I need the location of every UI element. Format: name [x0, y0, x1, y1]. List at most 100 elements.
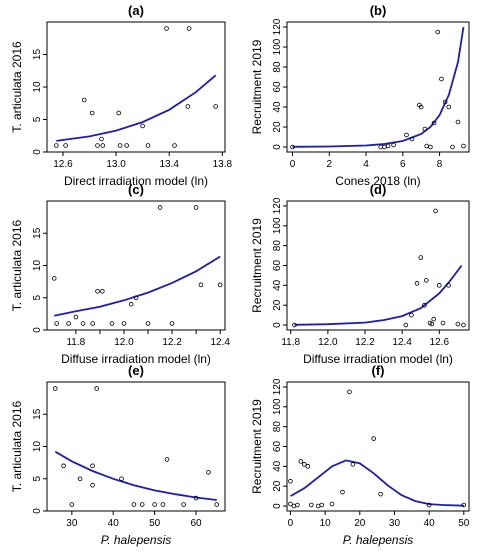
x-tick-label: 30: [389, 518, 401, 529]
panel-e: (e)30 40 50 60051015P. halepensisT. articul…: [10, 363, 225, 547]
x-tick-label: 13.4: [159, 159, 179, 170]
data-point: [165, 27, 169, 31]
data-point: [451, 145, 455, 149]
data-point: [70, 503, 74, 507]
x-axis-label: P. halepensis: [101, 533, 172, 547]
data-point: [425, 144, 429, 148]
x-tick-label: 10: [320, 518, 332, 529]
data-point: [153, 503, 157, 507]
data-point: [199, 283, 203, 287]
data-point: [447, 105, 451, 109]
panel-title: (a): [128, 3, 144, 18]
data-point: [187, 27, 191, 31]
data-point: [140, 503, 144, 507]
data-point: [214, 105, 218, 109]
y-tick-label: 80: [272, 421, 283, 433]
y-tick-label: 0: [272, 144, 283, 150]
data-point: [379, 145, 383, 149]
data-point: [146, 144, 150, 148]
y-axis-label: Recruitment 2019: [250, 39, 264, 134]
fit-line: [54, 257, 220, 316]
x-tick-label: 2: [327, 159, 333, 170]
data-point: [207, 470, 211, 474]
fit-line: [56, 75, 215, 141]
data-point: [100, 137, 104, 141]
data-point: [90, 111, 94, 115]
panel-a: (a)12.6 13.0 13.4 13.8051015Direct irradiat…: [10, 3, 233, 188]
data-point: [53, 387, 57, 391]
fit-line: [293, 27, 464, 147]
plot-frame: [47, 201, 225, 330]
plot-frame: [287, 382, 469, 511]
panel-title: (d): [370, 182, 387, 197]
y-axis-label: Recruitment 2019: [250, 399, 264, 494]
y-axis-label: T. articulata 2016: [10, 400, 24, 492]
data-point: [309, 503, 313, 507]
x-tick-label: 4: [363, 159, 369, 170]
x-tick-label: 50: [458, 518, 470, 529]
y-tick-label: 120: [272, 18, 283, 35]
y-tick-label: 0: [272, 322, 283, 328]
x-tick-label: 8: [437, 159, 443, 170]
y-tick-label: 15: [32, 227, 43, 239]
y-tick-label: 60: [272, 81, 283, 93]
data-point: [91, 322, 95, 326]
data-point: [392, 143, 396, 147]
y-tick-label: 15: [32, 408, 43, 420]
data-point: [434, 209, 438, 213]
y-axis-label: Recruitment 2019: [250, 218, 264, 313]
y-tick-label: 15: [32, 49, 43, 61]
data-point: [441, 321, 445, 325]
x-tick-label: 12.6: [53, 159, 73, 170]
data-point: [410, 313, 414, 317]
panel-d: (d)11.8 12.0 12.2 12.4 12.6020406080100120Di…: [250, 182, 469, 366]
data-point: [341, 490, 345, 494]
x-tick-label: 12.2: [355, 337, 375, 348]
data-point: [320, 503, 324, 507]
x-tick-label: 11.8: [66, 337, 85, 348]
data-point: [215, 503, 219, 507]
x-tick-label: 0: [288, 518, 294, 529]
x-tick-label: 13.0: [106, 159, 126, 170]
data-point: [348, 390, 352, 394]
data-point: [289, 479, 293, 483]
data-point: [91, 483, 95, 487]
data-point: [146, 322, 150, 326]
panel-f: (f) 0 10 20 30 40 50 0 20 40 60 80 100 120 P. halepens…: [250, 363, 470, 547]
data-point: [141, 124, 145, 128]
data-point: [437, 283, 441, 287]
plot-frame: [47, 382, 225, 511]
data-point: [186, 105, 190, 109]
data-point: [74, 315, 78, 319]
panel-b: (b)0 2 4 6 8020406080100120Cones 2018 (ln)Re…: [250, 3, 469, 188]
y-tick-label: 120: [272, 197, 283, 214]
y-tick-label: 40: [272, 460, 283, 472]
y-tick-label: 10: [32, 260, 43, 272]
data-point: [91, 464, 95, 468]
y-tick-label: 20: [272, 121, 283, 133]
data-point: [299, 459, 303, 463]
data-point: [62, 464, 66, 468]
panel-c: (c)11.8 12.0 12.2 12.4051015Diffuse irradia…: [10, 182, 230, 366]
fit-line: [55, 452, 216, 500]
data-point: [182, 503, 186, 507]
data-point: [117, 111, 121, 115]
data-point: [110, 322, 114, 326]
x-tick-label: 13.8: [213, 159, 233, 170]
fit-line: [291, 460, 464, 505]
data-point: [424, 278, 428, 282]
data-point: [462, 323, 466, 327]
x-tick-label: 60: [190, 518, 202, 529]
data-point: [194, 206, 198, 210]
y-axis-label: T. articulata 2016: [10, 219, 24, 311]
data-point: [428, 145, 432, 149]
fit-line: [294, 266, 461, 325]
data-point: [118, 144, 122, 148]
y-tick-label: 100: [272, 217, 283, 234]
data-point: [383, 145, 387, 149]
data-point: [100, 289, 104, 293]
plot-frame: [287, 201, 469, 330]
data-point: [101, 144, 105, 148]
y-axis-label: T. articulata 2016: [10, 41, 24, 133]
